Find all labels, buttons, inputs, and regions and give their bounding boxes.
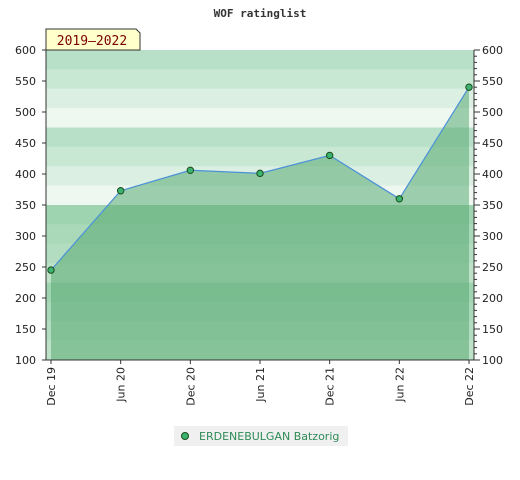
data-point[interactable] — [186, 166, 195, 174]
data-point[interactable] — [395, 195, 404, 203]
y-tick-label-left: 150 — [15, 323, 36, 336]
background-band — [46, 50, 474, 70]
background-band — [46, 146, 474, 167]
y-tick-label-left: 450 — [15, 137, 36, 150]
y-tick-label-right: 450 — [482, 137, 503, 150]
series-area — [51, 87, 469, 360]
y-tick-label-right: 500 — [482, 106, 503, 119]
background-band — [46, 88, 474, 109]
background-band — [46, 108, 474, 128]
legend[interactable]: ERDENEBULGAN Batzorig — [174, 426, 348, 446]
y-tick-label-right: 100 — [482, 354, 503, 367]
data-point[interactable] — [325, 151, 334, 160]
y-tick-label-right: 350 — [482, 199, 503, 212]
period-label: 2019–2022 — [57, 34, 127, 49]
x-tick-label: Dec 22 — [463, 367, 476, 406]
x-tick-label: Dec 20 — [184, 367, 197, 406]
data-point[interactable] — [116, 187, 125, 195]
background-band — [46, 69, 474, 90]
y-tick-label-right: 200 — [482, 292, 503, 305]
y-tick-label-right: 550 — [482, 75, 503, 88]
y-tick-label-left: 200 — [15, 292, 36, 305]
y-tick-label-left: 400 — [15, 168, 36, 181]
y-tick-label-right: 400 — [482, 168, 503, 181]
period-badge-box — [45, 28, 141, 51]
y-tick-label-left: 600 — [15, 44, 36, 57]
y-axis-right-ticks: 100 150 200 250 300 350 400 450 500 550 600 — [482, 44, 503, 367]
y-tick-label-left: 250 — [15, 261, 36, 274]
marker-layer — [47, 83, 473, 274]
area-layer — [51, 87, 469, 360]
background-band — [46, 127, 474, 148]
y-tick-label-left: 550 — [15, 75, 36, 88]
y-tick-label-right: 150 — [482, 323, 503, 336]
legend-marker — [181, 432, 189, 440]
legend-label: ERDENEBULGAN Batzorig — [199, 430, 339, 443]
y-tick-label-right: 600 — [482, 44, 503, 57]
x-axis-ticks: Dec 19 Jun 20 Dec 20 Jun 21 Dec 21 Jun 22 Dec … — [45, 367, 476, 406]
y-tick-label-right: 300 — [482, 230, 503, 243]
y-tick-label-left: 350 — [15, 199, 36, 212]
axes — [42, 49, 480, 364]
x-tick-label: Jun 20 — [115, 367, 128, 403]
y-axis-left-ticks: 100 150 200 250 300 350 400 450 500 550 600 — [15, 44, 36, 367]
y-tick-label-right: 250 — [482, 261, 503, 274]
data-point[interactable] — [47, 266, 55, 274]
x-tick-label: Dec 19 — [45, 367, 58, 406]
x-tick-label: Dec 21 — [324, 367, 337, 406]
legend-box — [174, 426, 348, 446]
x-tick-label: Jun 22 — [393, 367, 406, 403]
data-point[interactable] — [256, 169, 264, 178]
period-badge: 2019–2022 — [45, 28, 141, 51]
y-tick-label-left: 300 — [15, 230, 36, 243]
y-tick-label-left: 500 — [15, 106, 36, 119]
y-tick-label-left: 100 — [15, 354, 36, 367]
data-point[interactable] — [465, 83, 473, 91]
x-tick-label: Jun 21 — [254, 367, 267, 403]
chart-title: WOF ratinglist — [214, 7, 307, 20]
